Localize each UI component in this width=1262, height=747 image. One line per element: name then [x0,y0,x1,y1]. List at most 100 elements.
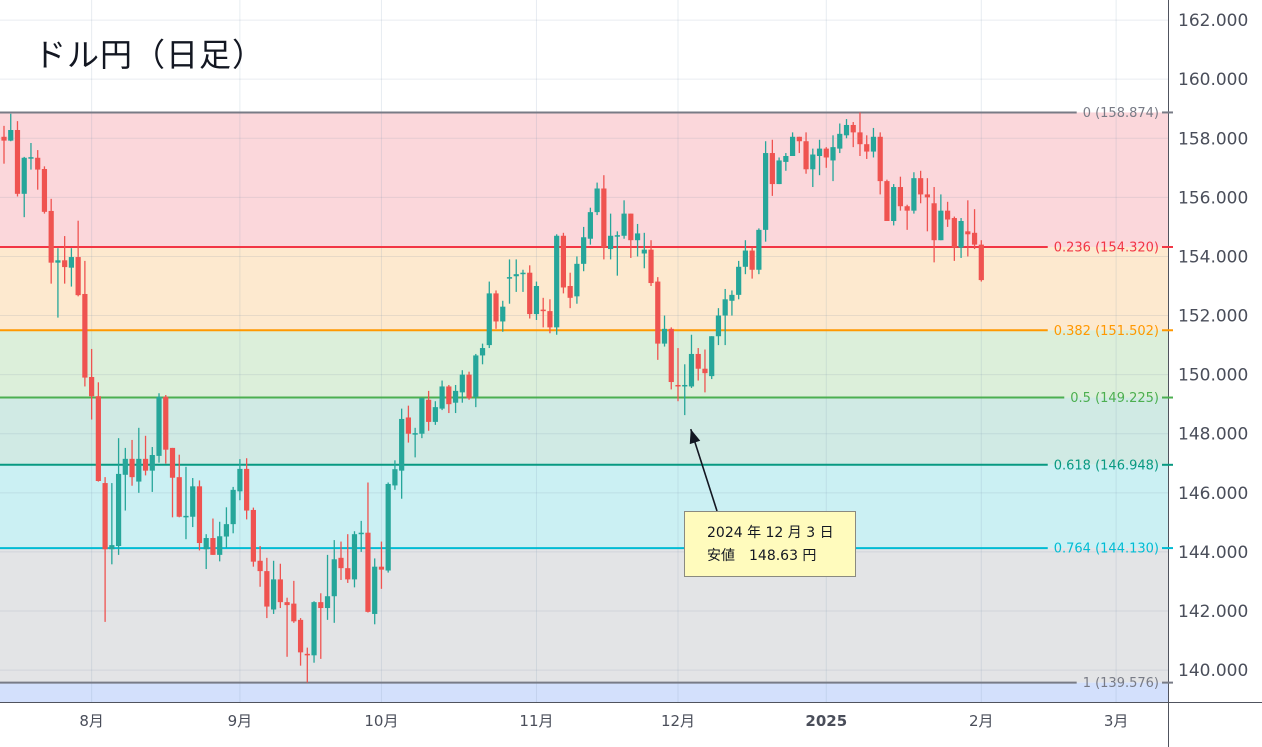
candle [426,390,432,431]
candle-body [945,210,951,220]
price-axis[interactable] [1168,0,1262,747]
candle-body [75,257,81,296]
candle [837,123,843,154]
candle [8,113,14,142]
candle-body [783,156,789,162]
candle-body [297,619,304,653]
candle [978,240,984,282]
candle [715,308,722,346]
candle-body [756,229,762,270]
fib-level-0.5: 0.5 (149.225) [0,391,1168,406]
candle [608,213,614,260]
candle-body [331,559,337,597]
candle [264,557,270,619]
candle [513,259,519,292]
candle-body [304,653,310,656]
candle [938,194,944,241]
candle-body [608,235,614,250]
candle-body [675,384,681,387]
candle [75,220,81,297]
fib-level-0.382: 0.382 (151.502) [0,324,1168,339]
candle-body [149,455,155,471]
candle [547,299,553,334]
candle-body [554,235,560,328]
candle-body [695,353,701,369]
candle-body [122,458,128,475]
candle-body [837,133,843,149]
candle [567,272,573,309]
candle-body [291,603,297,622]
candle-body [958,221,964,248]
candle [911,172,917,214]
candle-body [372,566,378,614]
candle [297,618,304,666]
candle-body [136,458,142,482]
candle-body [857,132,863,145]
candle [897,176,904,211]
candle-body [870,136,877,152]
candle [459,370,465,403]
candle-body [48,210,54,263]
candle [291,580,297,623]
candle [722,288,728,346]
x-tick-label: 9月 [228,712,253,730]
fib-band-0 [0,112,1168,247]
y-tick-label: 146.000 [1178,484,1248,504]
fib-level-0: 0 (158.874) [0,106,1168,121]
candle [250,507,256,567]
candle-body [965,231,971,235]
candle-body [641,249,647,254]
candle [918,170,924,204]
candle-body [68,257,74,268]
candle-body [217,536,223,555]
candle-body [311,602,317,656]
candle [601,175,607,260]
candle [945,201,951,227]
candle [446,384,452,414]
candle-body [891,187,897,221]
y-tick-label: 156.000 [1178,188,1248,208]
candle [594,182,600,216]
fib-level-1: 1 (139.576) [0,676,1168,691]
candle [284,597,290,657]
candle-body [715,315,722,337]
candle-body [264,571,270,607]
candle [190,478,196,528]
x-tick-label: 10月 [364,712,398,730]
candle [365,482,371,613]
candle-body [776,160,782,185]
candle [129,439,135,486]
candle [142,435,149,476]
candle [763,141,769,242]
candle [28,143,34,170]
candle-body [271,579,277,610]
candle [385,482,391,573]
fib-level-0.236: 0.236 (154.320) [0,241,1168,256]
candle [634,223,641,257]
candle-body [338,557,344,569]
candle-body [250,509,256,562]
candle-body [547,311,553,328]
candle-body [500,306,506,322]
candle-body [924,194,930,198]
candle-body [277,579,283,603]
candle [372,558,378,625]
fib-level-label: 0.618 (146.948) [1054,458,1159,473]
candle [304,647,310,683]
fib-level-label: 0.236 (154.320) [1054,241,1159,256]
fib-level-label: 0.764 (144.130) [1054,542,1159,557]
candle [628,213,634,258]
time-axis[interactable] [0,702,1168,747]
candle [648,240,654,286]
candle-body [621,213,627,236]
candle [668,327,674,390]
candle-body [405,417,411,434]
candle [527,265,533,319]
x-tick-label: 2月 [969,712,994,730]
candle-body [142,458,149,471]
candle-body [614,235,620,237]
candle [823,147,829,168]
candle-body [196,486,203,544]
candle-body [742,250,748,267]
candle [506,259,513,304]
